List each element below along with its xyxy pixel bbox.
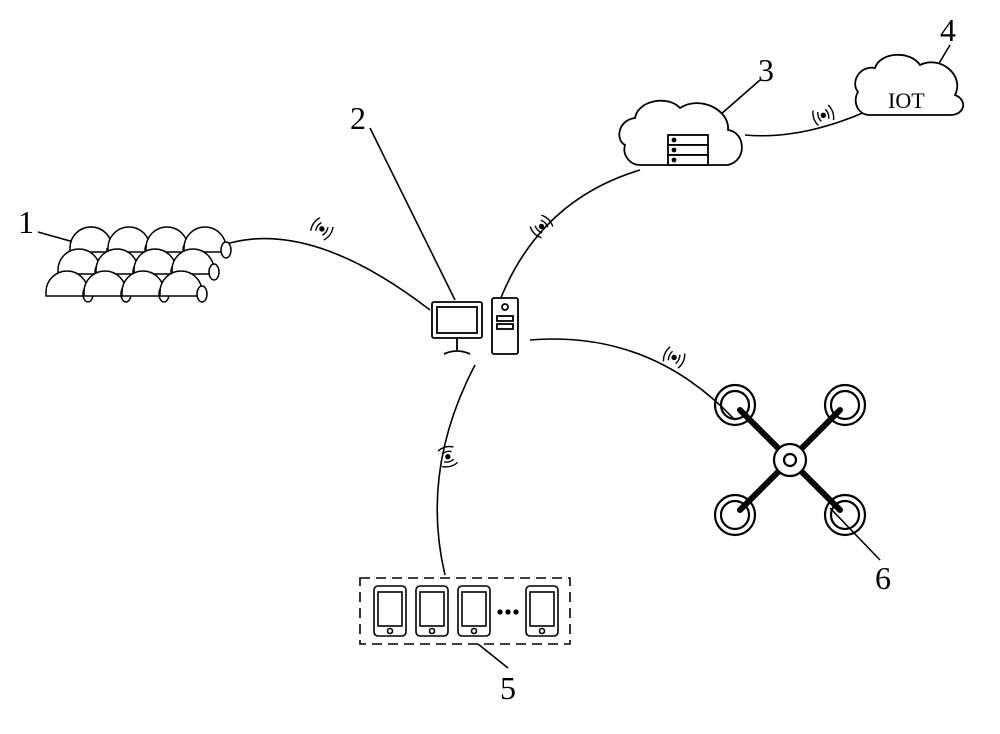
mobile-devices-icon: [360, 578, 570, 644]
label-6: 6: [875, 560, 891, 597]
workstation-icon: [432, 298, 518, 354]
cloud-server-icon: [619, 101, 742, 165]
label-3: 3: [758, 52, 774, 89]
diagram-canvas: IOT: [0, 0, 1000, 734]
drone-icon: [715, 385, 865, 535]
edges: [210, 112, 865, 575]
wifi-markers: [309, 104, 835, 468]
leader-lines: [38, 45, 950, 668]
label-5: 5: [500, 670, 516, 707]
diagram-svg: IOT: [0, 0, 1000, 734]
iot-text: IOT: [888, 88, 925, 113]
cloud-iot-icon: IOT: [855, 55, 963, 115]
label-1: 1: [18, 204, 34, 241]
label-4: 4: [940, 12, 956, 49]
greenhouse-array-icon: [46, 227, 231, 302]
label-2: 2: [350, 100, 366, 137]
